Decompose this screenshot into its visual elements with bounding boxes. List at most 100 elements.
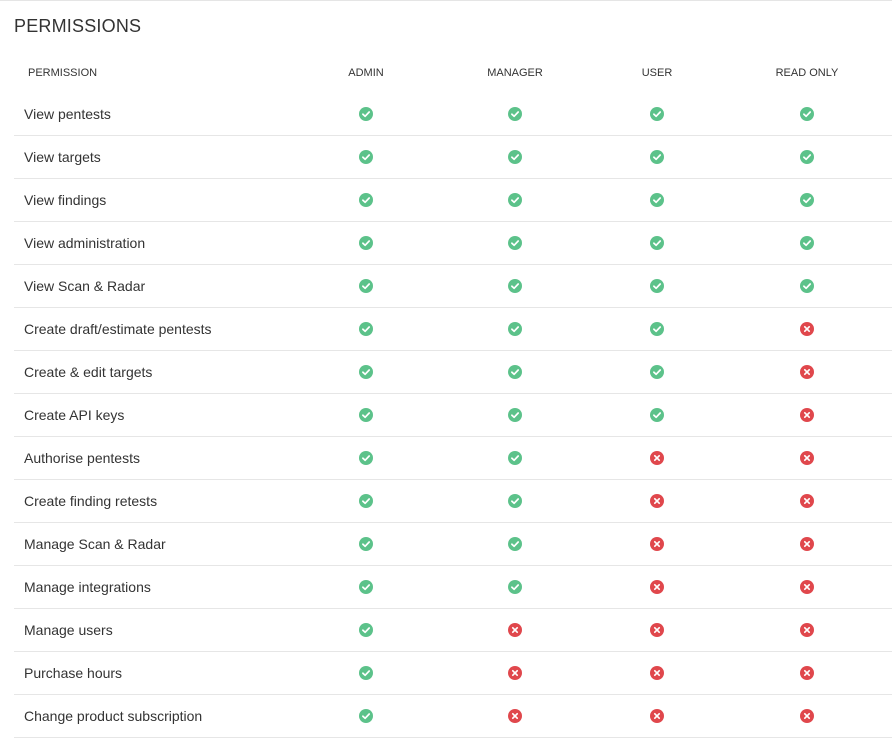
check-circle-icon [800, 278, 814, 293]
cell-admin [294, 135, 438, 179]
check-circle-icon [508, 407, 522, 422]
x-circle-icon [508, 622, 522, 637]
cell-manager [438, 135, 592, 179]
permission-label: Purchase hours [14, 651, 294, 695]
x-circle-icon [800, 364, 814, 379]
check-circle-icon [650, 407, 664, 422]
cell-user [592, 307, 722, 351]
cell-read-only [722, 651, 892, 695]
cell-read-only [722, 522, 892, 566]
check-circle-icon [359, 364, 373, 379]
check-circle-icon [650, 278, 664, 293]
check-circle-icon [359, 106, 373, 121]
check-circle-icon [508, 450, 522, 465]
table-row: Create API keys [14, 393, 892, 437]
x-circle-icon [650, 579, 664, 594]
permission-label: Create finding retests [14, 479, 294, 523]
check-circle-icon [359, 321, 373, 336]
cell-admin [294, 307, 438, 351]
x-circle-icon [800, 536, 814, 551]
column-header-manager: MANAGER [487, 67, 543, 79]
table-row: Manage integrations [14, 565, 892, 609]
cell-manager [438, 694, 592, 738]
check-circle-icon [359, 149, 373, 164]
x-circle-icon [800, 579, 814, 594]
table-row: Manage Scan & Radar [14, 522, 892, 566]
table-row: View targets [14, 135, 892, 179]
cell-user [592, 350, 722, 394]
cell-user [592, 135, 722, 179]
cell-admin [294, 608, 438, 652]
permission-label: View targets [14, 135, 294, 179]
check-circle-icon [800, 106, 814, 121]
table-row: View findings [14, 178, 892, 222]
permission-label: View findings [14, 178, 294, 222]
permission-label: Manage Scan & Radar [14, 522, 294, 566]
cell-read-only [722, 135, 892, 179]
check-circle-icon [650, 364, 664, 379]
x-circle-icon [800, 321, 814, 336]
cell-manager [438, 178, 592, 222]
check-circle-icon [508, 149, 522, 164]
cell-admin [294, 436, 438, 480]
cell-user [592, 608, 722, 652]
check-circle-icon [359, 235, 373, 250]
x-circle-icon [650, 493, 664, 508]
cell-admin [294, 694, 438, 738]
cell-read-only [722, 565, 892, 609]
permission-label: Create & edit targets [14, 350, 294, 394]
check-circle-icon [508, 278, 522, 293]
cell-read-only [722, 178, 892, 222]
check-circle-icon [359, 278, 373, 293]
cell-read-only [722, 393, 892, 437]
permission-label: Change product subscription [14, 694, 294, 738]
cell-user [592, 393, 722, 437]
check-circle-icon [359, 450, 373, 465]
check-circle-icon [650, 149, 664, 164]
check-circle-icon [359, 579, 373, 594]
cell-user [592, 565, 722, 609]
permission-label: View pentests [14, 93, 294, 136]
cell-manager [438, 479, 592, 523]
cell-user [592, 264, 722, 308]
table-body: View pentests View targets View findings Vi… [14, 93, 892, 738]
cell-manager [438, 93, 592, 136]
cell-manager [438, 436, 592, 480]
column-header-admin: ADMIN [348, 67, 384, 79]
cell-admin [294, 565, 438, 609]
cell-read-only [722, 694, 892, 738]
cell-admin [294, 393, 438, 437]
table-row: Purchase hours [14, 651, 892, 695]
permission-label: Create API keys [14, 393, 294, 437]
table-row: View pentests [14, 93, 892, 136]
x-circle-icon [800, 407, 814, 422]
cell-admin [294, 178, 438, 222]
cell-admin [294, 651, 438, 695]
check-circle-icon [508, 536, 522, 551]
x-circle-icon [800, 622, 814, 637]
cell-manager [438, 565, 592, 609]
cell-read-only [722, 350, 892, 394]
top-divider [0, 0, 892, 1]
cell-admin [294, 350, 438, 394]
check-circle-icon [508, 364, 522, 379]
permission-label: Authorise pentests [14, 436, 294, 480]
x-circle-icon [508, 708, 522, 723]
cell-user [592, 221, 722, 265]
table-row: View administration [14, 221, 892, 265]
cell-read-only [722, 307, 892, 351]
cell-read-only [722, 436, 892, 480]
cell-user [592, 651, 722, 695]
cell-read-only [722, 221, 892, 265]
check-circle-icon [800, 192, 814, 207]
check-circle-icon [508, 192, 522, 207]
cell-user [592, 479, 722, 523]
cell-manager [438, 651, 592, 695]
cell-manager [438, 307, 592, 351]
column-header-user: USER [641, 67, 673, 79]
x-circle-icon [650, 622, 664, 637]
check-circle-icon [359, 536, 373, 551]
permission-label: Manage integrations [14, 565, 294, 609]
x-circle-icon [650, 708, 664, 723]
check-circle-icon [508, 106, 522, 121]
